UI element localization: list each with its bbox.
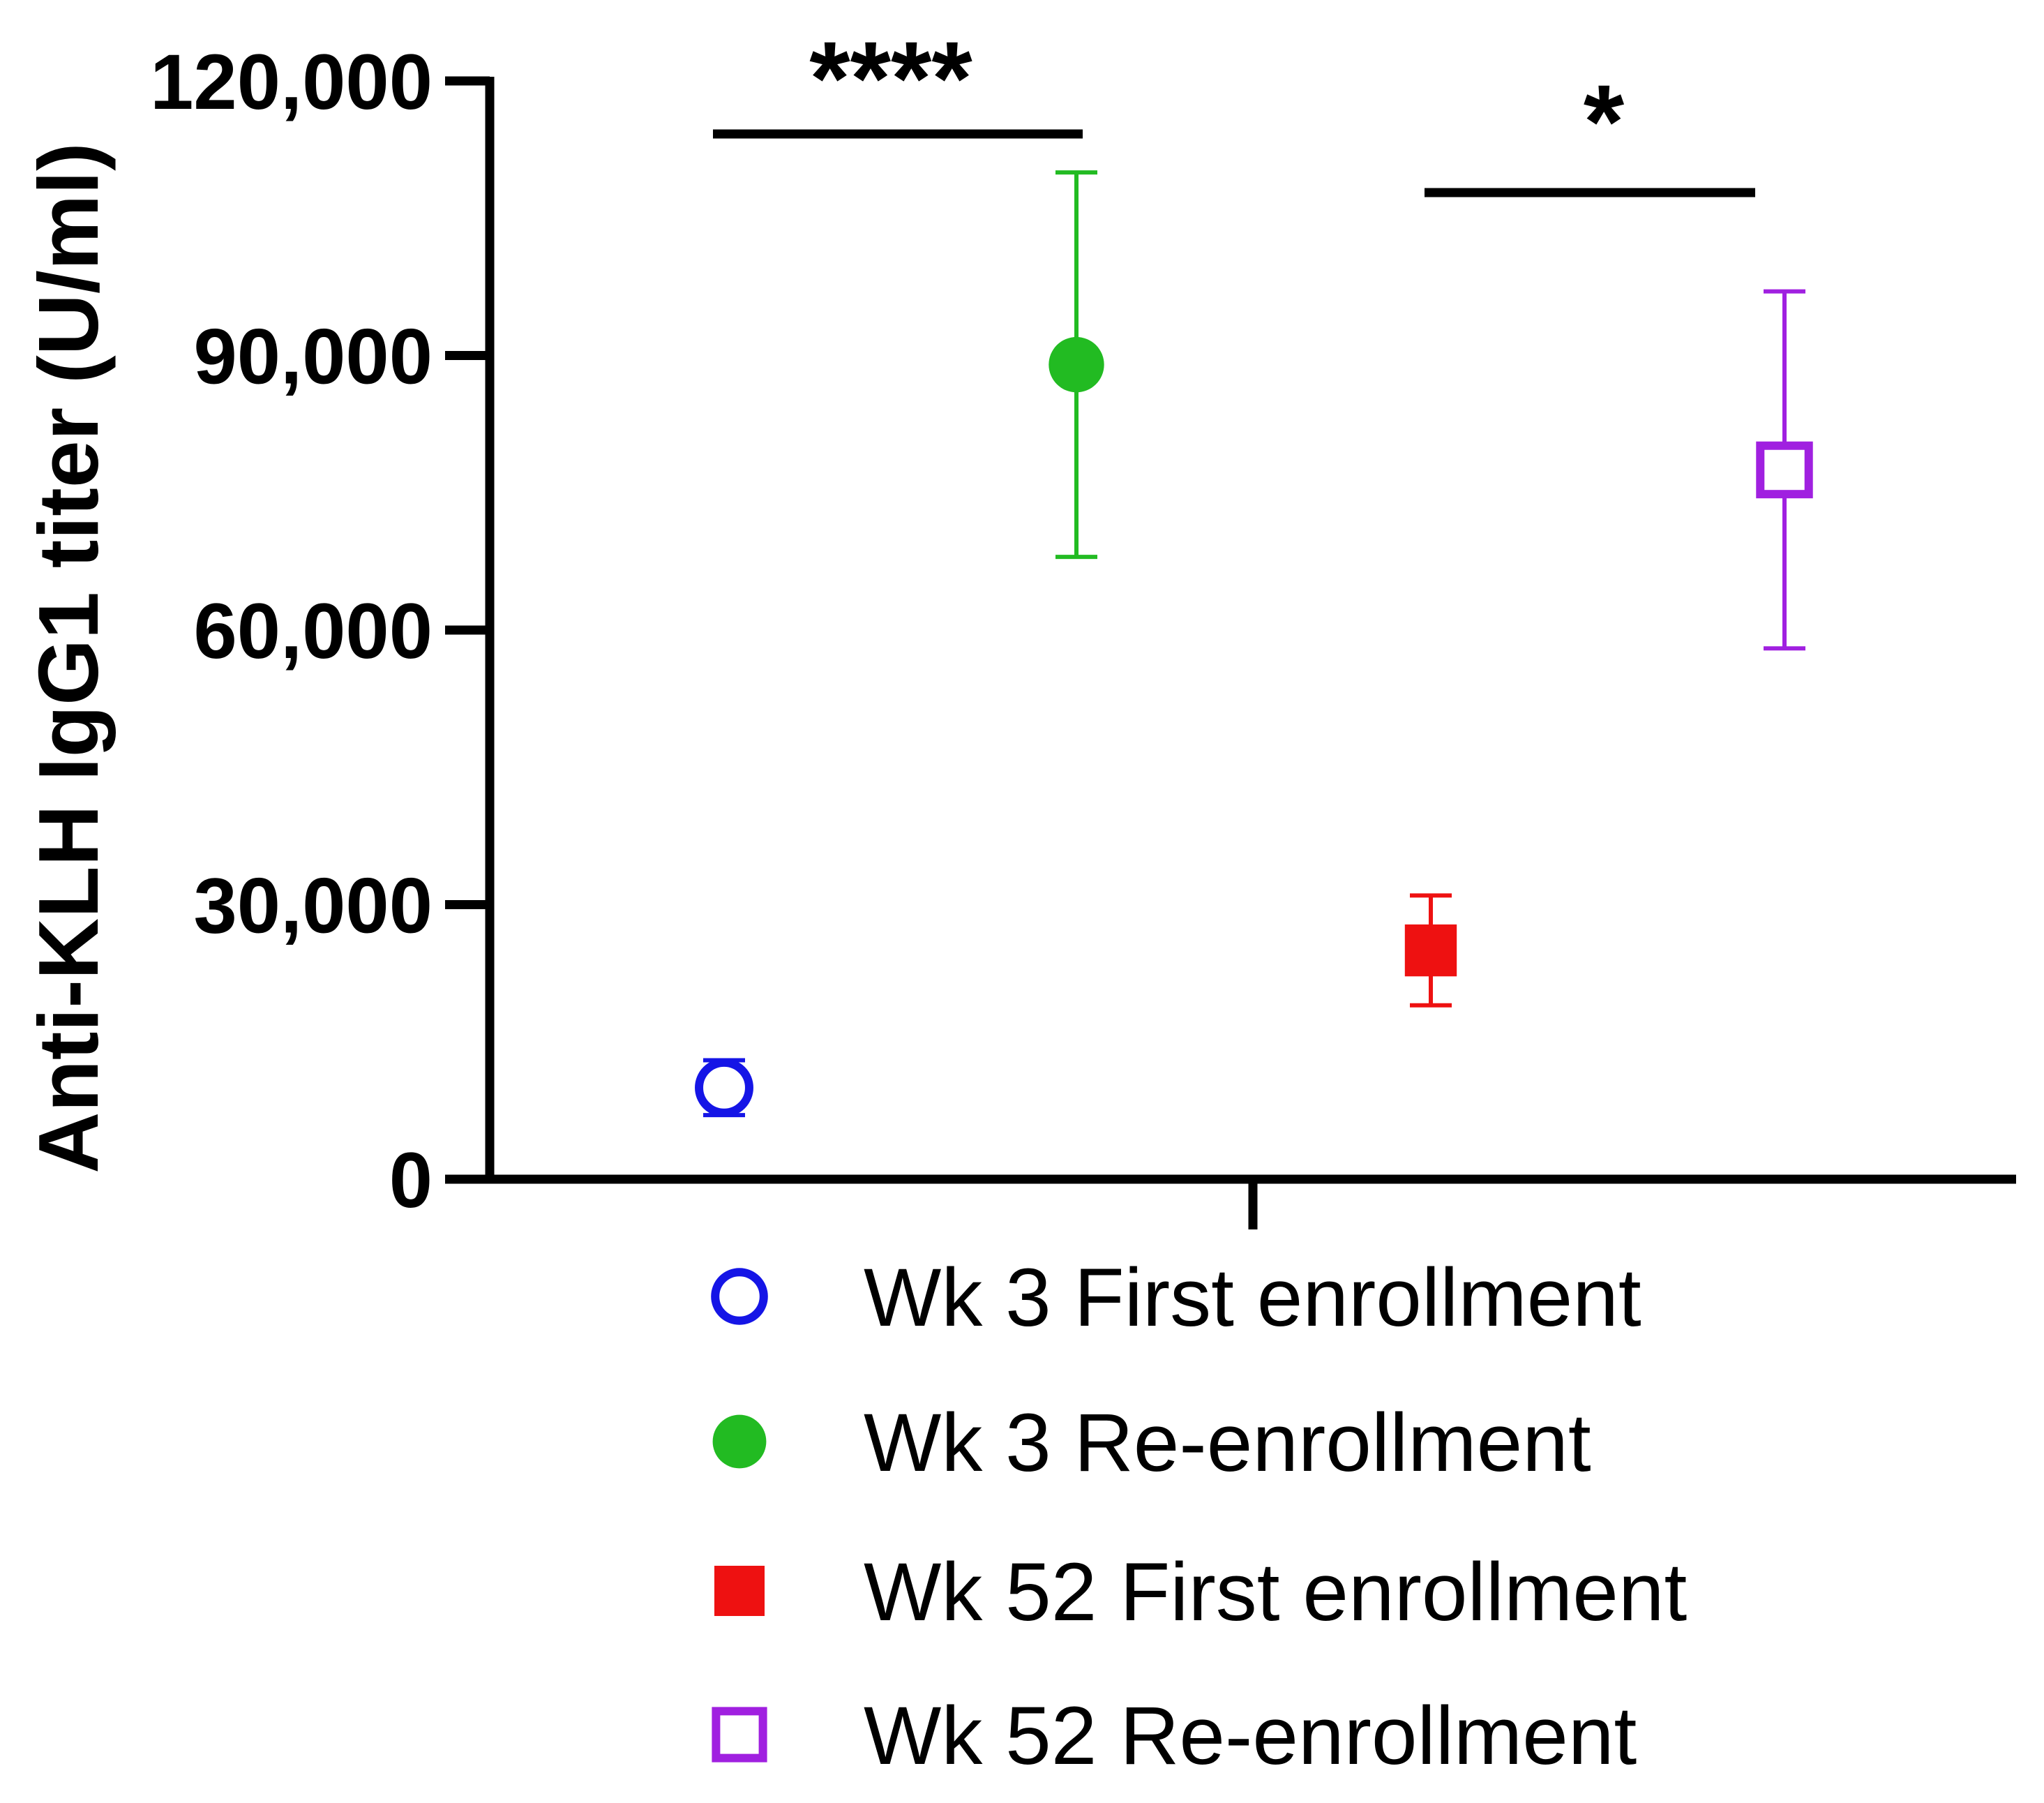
y-tick-label: 120,000 [150, 38, 433, 126]
significance-label: * [1584, 63, 1625, 180]
significance-1: **** [713, 20, 1083, 139]
legend-marker [712, 1414, 767, 1469]
series-4 [1756, 289, 1813, 651]
legend-label: Wk 52 Re-enrollment [864, 1690, 1637, 1782]
legend-item: Wk 52 First enrollment [714, 1546, 1687, 1638]
y-axis-title: Anti-KLH IgG1 titer (U/ml) [21, 142, 116, 1173]
y-axis: 0 30,000 60,000 90,000 120,000 [150, 38, 495, 1224]
legend-item: Wk 3 First enrollment [711, 1252, 1641, 1344]
data-point [1756, 441, 1813, 499]
data-point [695, 1058, 753, 1117]
series-2 [1049, 170, 1104, 560]
series-1 [695, 1058, 753, 1118]
legend-marker [712, 1707, 767, 1763]
data-point [1049, 336, 1104, 393]
legend-item: Wk 52 Re-enrollment [712, 1690, 1637, 1782]
legend-label: Wk 3 First enrollment [864, 1252, 1641, 1344]
series-3 [1404, 893, 1457, 1008]
significance-2: * [1425, 63, 1755, 197]
significance-label: **** [809, 20, 972, 137]
data-point [1404, 924, 1457, 977]
y-tick-label: 0 [389, 1137, 433, 1224]
legend-item: Wk 3 Re-enrollment [712, 1397, 1591, 1489]
legend-marker [711, 1268, 768, 1325]
legend-label: Wk 3 Re-enrollment [864, 1397, 1591, 1489]
data-points [695, 170, 1813, 1118]
x-axis [485, 1174, 2016, 1229]
y-tick-label: 60,000 [193, 588, 433, 675]
y-tick-label: 30,000 [193, 862, 433, 950]
legend-marker [714, 1566, 765, 1616]
significance-markers: **** * [713, 20, 1755, 197]
y-tick-label: 90,000 [193, 313, 433, 401]
legend-label: Wk 52 First enrollment [864, 1546, 1687, 1638]
legend: Wk 3 First enrollment Wk 3 Re-enrollment W… [711, 1252, 1687, 1782]
